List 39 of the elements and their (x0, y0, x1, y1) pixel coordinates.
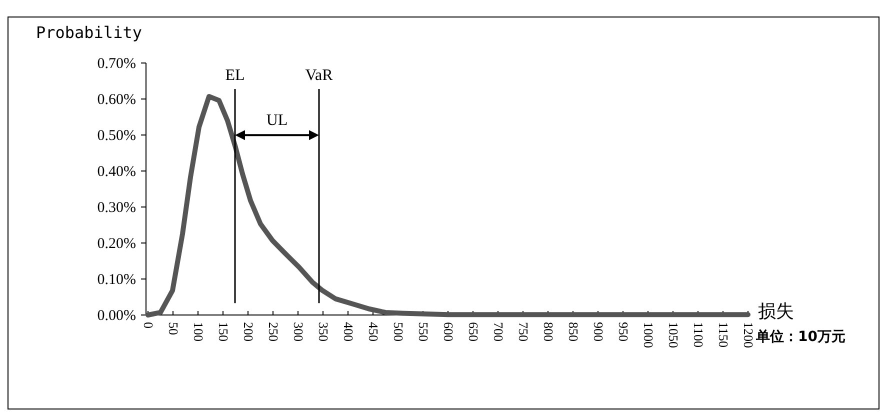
xtick: 0 (141, 322, 156, 328)
xtick: 1200 (741, 322, 756, 348)
xlabel: 损失 (758, 301, 794, 322)
xtick: 550 (416, 322, 431, 342)
xtick: 250 (266, 322, 281, 342)
xtick: 800 (541, 322, 556, 342)
ytick: 0.60% (97, 92, 136, 108)
xtick: 150 (216, 322, 231, 342)
xtick: 500 (391, 322, 406, 342)
ytick: 0.00% (97, 308, 136, 324)
ref-label: VaR (305, 66, 333, 84)
xtick: 50 (166, 322, 181, 335)
xtick: 100 (191, 322, 206, 342)
ylabel: Probability (36, 23, 142, 42)
ytick: 0.10% (97, 272, 136, 288)
xtick: 1000 (641, 322, 656, 348)
ytick: 0.40% (97, 164, 136, 180)
ref-label: EL (225, 66, 245, 84)
annotation: UL (266, 112, 288, 130)
ytick: 0.30% (97, 200, 136, 216)
xtick: 1100 (691, 322, 706, 348)
xtick: 350 (316, 322, 331, 342)
xtick: 400 (341, 322, 356, 342)
xtick: 1050 (666, 322, 681, 348)
xtick: 300 (291, 322, 306, 342)
xtick: 900 (591, 322, 606, 342)
xtick: 600 (441, 322, 456, 342)
xtick: 200 (241, 322, 256, 342)
xtick: 700 (491, 322, 506, 342)
ytick: 0.50% (97, 128, 136, 144)
ytick: 0.70% (97, 56, 136, 72)
xtick: 750 (516, 322, 531, 342)
xtick: 450 (366, 322, 381, 342)
xtick: 850 (566, 322, 581, 342)
annotation: 单位：10万元 (756, 329, 846, 345)
xtick: 1150 (716, 322, 731, 348)
xtick: 650 (466, 322, 481, 342)
ytick: 0.20% (97, 236, 136, 252)
xtick: 950 (616, 322, 631, 342)
